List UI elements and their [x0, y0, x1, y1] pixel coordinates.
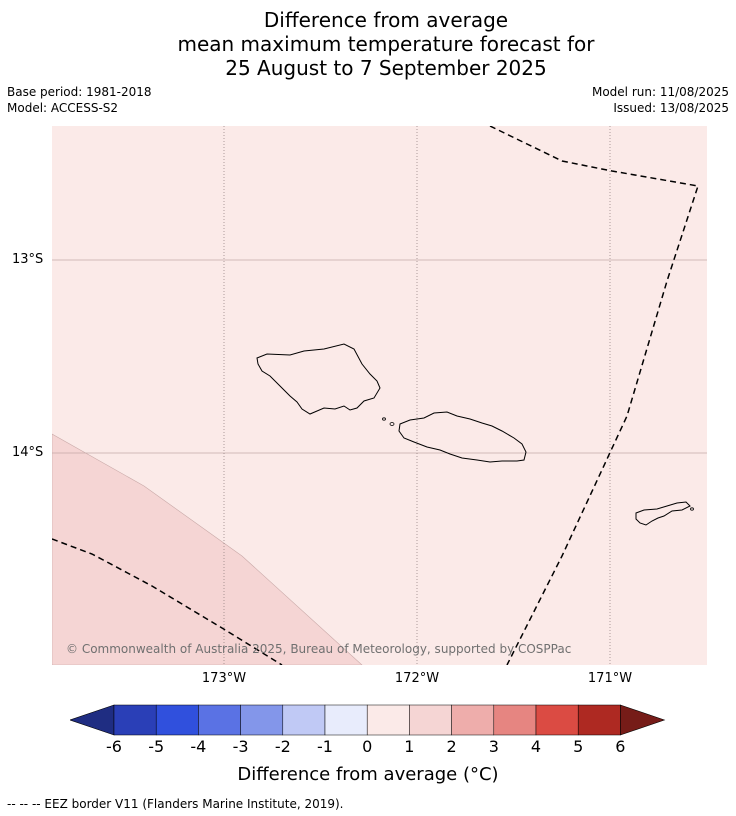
colorbar-cell	[324, 704, 368, 736]
colorbar-cell	[577, 704, 621, 736]
lon-label-171w: 171°W	[587, 671, 633, 686]
colorbar-tick-label: 3	[488, 737, 499, 756]
meta-left: Base period: 1981-2018 Model: ACCESS-S2	[7, 84, 152, 116]
island-manono	[389, 422, 395, 426]
island-savaii	[256, 343, 381, 415]
colorbar-tick-label: 2	[446, 737, 457, 756]
colorbar-cell	[240, 704, 284, 736]
issued-date: Issued: 13/08/2025	[613, 101, 729, 115]
colorbar-tick-label: 4	[530, 737, 542, 756]
colorbar-tick-label: -5	[148, 737, 165, 756]
colorbar-extend-high	[620, 704, 666, 736]
colorbar-tick-label: 1	[404, 737, 415, 756]
colorbar-label: Difference from average (°C)	[237, 764, 499, 785]
colorbar-extend-low	[70, 704, 115, 736]
colorbar-cell	[282, 704, 326, 736]
eez-footnote: -- -- -- EEZ border V11 (Flanders Marine…	[7, 797, 344, 811]
colorbar-cell	[155, 704, 199, 736]
model-name: Model: ACCESS-S2	[7, 101, 119, 115]
title-line-3: 25 August to 7 September 2025	[225, 56, 547, 80]
island-aunuu	[690, 507, 694, 511]
title-line-2: mean maximum temperature forecast for	[177, 32, 595, 56]
colorbar-cell	[113, 704, 157, 736]
base-period: Base period: 1981-2018	[7, 85, 152, 99]
lon-label-172w: 172°W	[394, 671, 440, 686]
colorbar-cell	[366, 704, 410, 736]
colorbar-cell	[493, 704, 537, 736]
colorbar-cell	[451, 704, 495, 736]
colorbar-tick-label: 0	[362, 737, 373, 756]
island-tutuila	[635, 501, 691, 526]
colorbar-cell	[409, 704, 452, 736]
lat-label-13s: 13°S	[12, 252, 44, 267]
colorbar-tick-label: 6	[615, 737, 626, 756]
island-upolu	[398, 411, 527, 463]
forecast-map	[52, 126, 707, 665]
colorbar-cell	[535, 704, 579, 736]
island-apolima	[382, 417, 386, 421]
colorbar-tick-label: -3	[232, 737, 249, 756]
model-run: Model run: 11/08/2025	[591, 85, 729, 99]
colorbar-cell	[198, 704, 241, 736]
lon-label-173w: 173°W	[201, 671, 247, 686]
copyright-notice: © Commonwealth of Australia 2025, Bureau…	[66, 642, 572, 656]
colorbar-tick-label: -6	[106, 737, 122, 756]
colorbar	[70, 704, 666, 736]
lat-label-14s: 14°S	[12, 445, 44, 460]
meta-right: Model run: 11/08/2025 Issued: 13/08/2025	[592, 84, 729, 116]
colorbar-tick-label: -2	[274, 737, 291, 756]
title-line-1: Difference from average	[263, 8, 509, 32]
colorbar-tick-label: -1	[317, 737, 333, 756]
eez-border-southwest	[52, 538, 283, 665]
colorbar-tick-label: -4	[190, 737, 207, 756]
map-title: Difference from average mean maximum tem…	[0, 8, 736, 80]
colorbar-tick-label: 5	[573, 737, 584, 756]
warmer-anomaly-region	[52, 433, 363, 665]
